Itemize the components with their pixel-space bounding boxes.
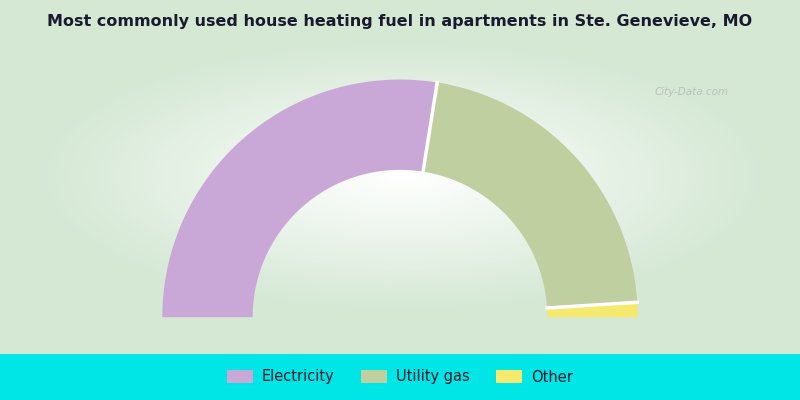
Polygon shape xyxy=(547,302,638,317)
Polygon shape xyxy=(423,82,638,308)
Text: Most commonly used house heating fuel in apartments in Ste. Genevieve, MO: Most commonly used house heating fuel in… xyxy=(47,14,753,29)
Polygon shape xyxy=(162,80,437,317)
Text: City-Data.com: City-Data.com xyxy=(655,87,729,97)
Legend: Electricity, Utility gas, Other: Electricity, Utility gas, Other xyxy=(222,364,578,390)
